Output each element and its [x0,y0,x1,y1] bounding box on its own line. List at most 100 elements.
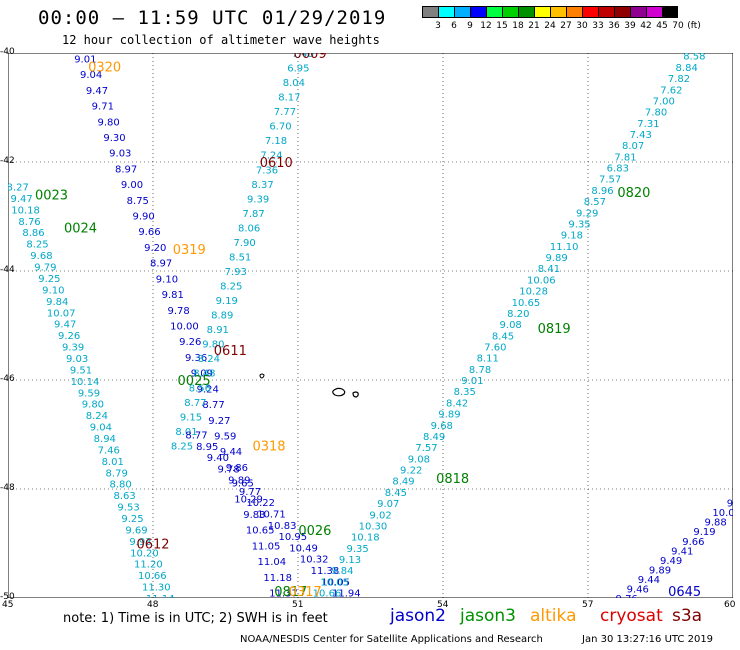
legend-item-altika: altika [530,606,577,626]
wave-height-value: 9.22 [400,466,422,477]
wave-height-value: 9.47 [86,86,108,97]
latitude-tick-label: -40 [0,47,15,57]
pass-number-label: 0820 [617,186,650,201]
wave-height-value: 7.57 [599,175,621,186]
units-note: note: 1) Time is in UTC; 2) SWH is in fe… [63,611,328,626]
wave-height-value: 7.80 [645,108,667,119]
wave-height-value: 8.35 [454,387,476,398]
wave-height-value: 10.14 [71,377,100,388]
legend-item-s3a: s3a [672,606,703,626]
color-scale-label: 15 [496,21,508,31]
wave-height-value: 8.01 [175,427,197,438]
wave-height-value: 7.93 [225,267,247,278]
longitude-tick-label: 45 [2,600,14,610]
wave-height-value: 8.25 [26,240,48,251]
wave-height-value: 8.25 [220,282,242,293]
wave-height-value: 9.69 [125,525,147,536]
wave-height-value: 9.19 [216,296,238,307]
wave-height-value: 9.59 [78,388,100,399]
wave-height-value: 8.77 [202,400,224,411]
wave-height-value: 9.29 [576,208,598,219]
wave-height-value: 9.35 [568,219,590,230]
wave-height-value: 9.18 [561,231,583,242]
legend-item-cryosat: cryosat [600,606,663,626]
wave-height-value: 9.00 [121,180,143,191]
wave-height-value: 8.95 [196,442,218,453]
wave-height-value: 9.90 [132,212,154,223]
wave-height-value: 9.44 [220,447,242,458]
island-outlines [259,373,359,398]
color-scale-label: 21 [528,21,540,31]
color-swatch [630,6,646,18]
wave-height-value: 7.81 [614,152,636,163]
longitude-tick-label: 60 [724,600,736,610]
color-swatch [646,6,662,18]
east-island [352,391,359,398]
wave-height-value: 7.24 [260,151,282,162]
latitude-tick-label: -48 [0,483,15,493]
wave-height-value: 9.26 [179,337,201,348]
wave-height-value: 9.13 [339,555,361,566]
wave-height-value: 7.31 [637,119,659,130]
wave-height-value: 9.20 [144,243,166,254]
wave-height-value: 8.76 [18,217,40,228]
wave-height-value: 10.02 [712,508,733,519]
wave-height-value: 9.40 [207,453,229,464]
wave-height-value: 9.26 [58,331,80,342]
wave-height-value: 9.03 [66,354,88,365]
pass-number-label: 0319 [173,243,206,258]
color-scale-label: 42 [640,21,652,31]
wave-height-value: 10.66 [313,589,342,598]
wave-height-value: 9.19 [693,527,715,538]
wave-height-value: 8.75 [127,196,149,207]
wave-height-value: 9.80 [202,340,224,351]
wave-height-value: 9.04 [80,70,102,81]
map-frame [7,52,734,599]
wave-height-value: 7.57 [415,443,437,454]
wave-height-value: 7.60 [484,343,506,354]
altimeter-track: 8.588.847.827.627.007.807.317.438.077.81… [313,52,706,600]
color-scale-bar [422,6,678,18]
wave-height-value: 8.01 [102,457,124,468]
wave-height-value: 9.59 [214,431,236,442]
wave-height-value: 9.93 [129,537,151,548]
wave-height-value: 8.77 [185,431,207,442]
color-scale-label: 27 [560,21,572,31]
wave-height-value: 9.47 [54,320,76,331]
wave-height-value: 9.10 [42,285,64,296]
wave-height-value: 10.32 [300,555,329,566]
wave-height-value: 9.44 [638,575,660,586]
wave-height-value: 9.65 [232,479,254,490]
wave-height-value: 9.84 [331,566,353,577]
color-scale-label: 70 [672,21,684,31]
color-swatch [550,6,566,18]
wave-height-value: 9.80 [82,400,104,411]
wave-height-value: 11.10 [550,242,579,253]
wave-height-value: 8.97 [150,259,172,270]
page-subtitle: 12 hour collection of altimeter wave hei… [62,33,380,47]
wave-height-value: 9.66 [682,537,704,548]
wave-height-value: 8.56 [189,383,211,394]
wave-height-value: 10.65 [246,526,275,537]
pig-island [259,373,265,379]
color-swatch [534,6,550,18]
wave-height-value: 10.49 [289,543,318,554]
wave-height-value: 9.39 [247,194,269,205]
wave-height-value: 7.82 [668,74,690,85]
wave-height-value: 6.70 [269,122,291,133]
wave-height-value: 7.90 [234,238,256,249]
wave-height-value: 9.46 [627,584,649,595]
pass-number-label: 0612 [136,538,169,553]
wave-height-value: 9.68 [30,251,52,262]
latitude-tick-label: -50 [0,592,15,602]
wave-height-value: 8.97 [115,164,137,175]
color-swatch [470,6,486,18]
wave-height-value: 10.00 [170,322,199,333]
color-swatch [454,6,470,18]
wave-height-value: 10.06 [527,275,556,286]
wave-height-value: 8.37 [251,180,273,191]
wave-height-value: 9.89 [228,476,250,487]
wave-height-value: 9.89 [438,410,460,421]
wave-height-value: 9.04 [90,423,112,434]
